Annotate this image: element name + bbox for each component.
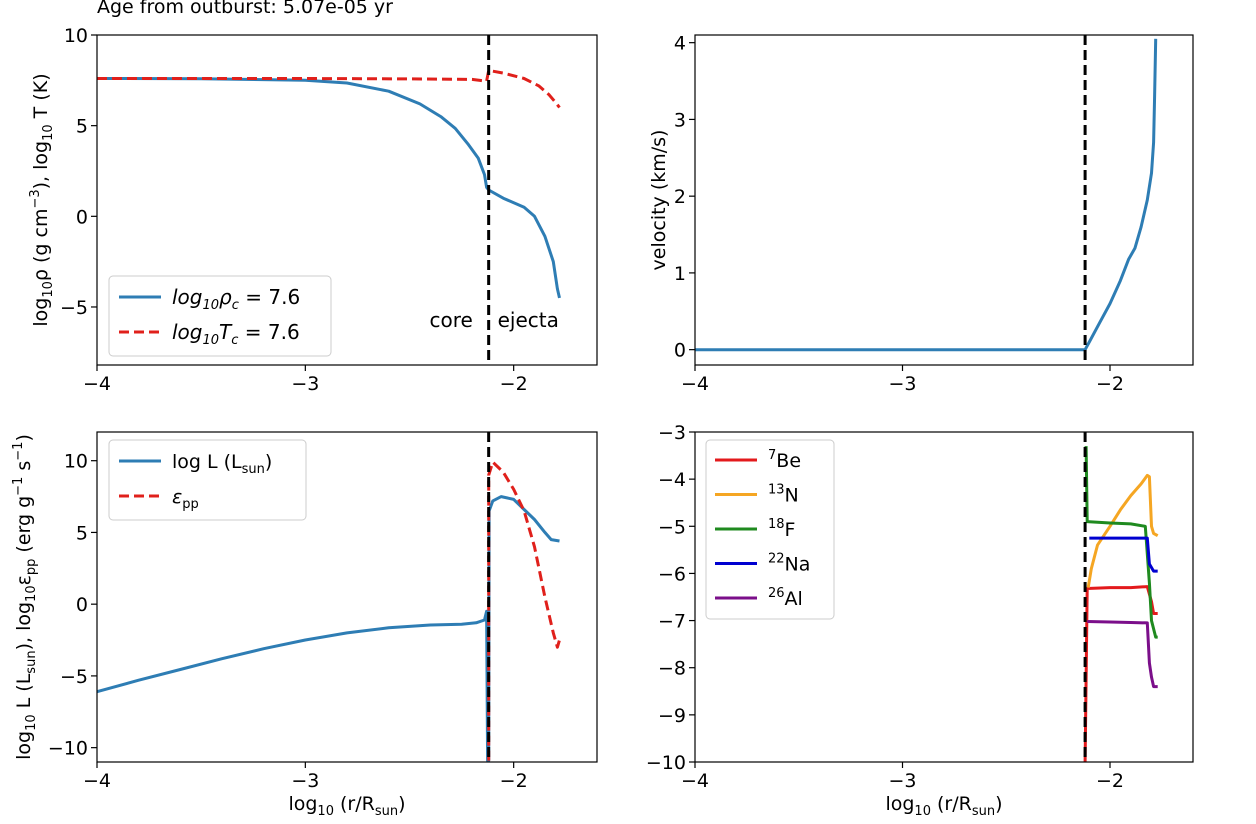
y-axis-label: velocity (km/s) bbox=[648, 130, 670, 271]
legend-label: log10Tc = 7.6 bbox=[172, 320, 300, 348]
legend-label: 22Na bbox=[768, 552, 810, 576]
x-tick-label: −2 bbox=[1096, 373, 1124, 395]
y-tick-label: 5 bbox=[76, 116, 88, 138]
axes-frame bbox=[96, 34, 598, 366]
legend-label: 18F bbox=[768, 517, 795, 541]
chart-isotopes: −4 −3 −2 −3 −4 −5 −6 −7 −8 −9 −10 log10 (r/Rsun) 7Be… bbox=[646, 422, 1194, 819]
x-tick-label: −4 bbox=[83, 373, 111, 395]
series-line-isotopes-1 bbox=[1086, 473, 1159, 588]
chart-velocity: −4 −3 −2 0 1 2 3 4 velocity (km/s) bbox=[648, 33, 1194, 395]
y-tick-label: 5 bbox=[76, 522, 88, 544]
axes-frame bbox=[694, 431, 1194, 763]
legend-label: log10ρc = 7.6 bbox=[172, 285, 300, 313]
x-tick-label: −4 bbox=[681, 373, 709, 395]
axes-frame bbox=[96, 431, 598, 763]
y-tick-label: −3 bbox=[658, 422, 686, 444]
y-axis-label: log10 L (Lsun), log10εpp (erg g−1 s−1) bbox=[11, 434, 39, 760]
chart-density-temperature: −4 −3 −2 10 5 0 −5 core ejecta log10ρ (g cm−3), l… bbox=[28, 25, 598, 395]
axes-frame bbox=[694, 34, 1194, 366]
x-tick-label: −3 bbox=[291, 373, 319, 395]
series-line-isotopes-4 bbox=[1087, 620, 1158, 689]
series-line-isotopes-0 bbox=[1083, 585, 1158, 762]
legend-label: 26Al bbox=[768, 586, 803, 610]
series-line-density-temperature-0 bbox=[97, 77, 561, 299]
series-line-density-temperature-1 bbox=[97, 68, 561, 109]
x-tick-label: −3 bbox=[888, 373, 916, 395]
series-line-isotopes-2 bbox=[1084, 446, 1158, 639]
y-tick-label: 4 bbox=[674, 33, 686, 55]
y-tick-label: −8 bbox=[658, 658, 686, 680]
y-tick-label: −4 bbox=[658, 469, 686, 491]
x-tick-label: −3 bbox=[291, 770, 319, 792]
y-tick-label: 2 bbox=[674, 186, 686, 208]
figure-title: Age from outburst: 5.07e-05 yr bbox=[97, 0, 393, 18]
y-tick-label: 3 bbox=[674, 109, 686, 131]
y-tick-label: −7 bbox=[658, 611, 686, 633]
chart-luminosity-energy: −4 −3 −2 10 5 0 −5 −10 log10 L (Lsun), log10εpp … bbox=[11, 431, 598, 819]
x-tick-label: −2 bbox=[500, 770, 528, 792]
legend-box bbox=[108, 275, 332, 357]
x-tick-label: −4 bbox=[83, 770, 111, 792]
series-line-velocity-0 bbox=[695, 38, 1158, 352]
y-tick-label: −5 bbox=[60, 297, 88, 319]
x-tick-label: −2 bbox=[1096, 770, 1124, 792]
annotation-core: core bbox=[430, 308, 473, 332]
y-axis-label: log10ρ (g cm−3), log10 T (K) bbox=[28, 73, 56, 326]
y-tick-label: 1 bbox=[674, 263, 686, 285]
y-tick-label: −10 bbox=[646, 752, 686, 774]
y-tick-label: 0 bbox=[76, 206, 88, 228]
y-tick-label: −10 bbox=[48, 738, 88, 760]
y-tick-label: 0 bbox=[674, 340, 686, 362]
y-tick-label: −5 bbox=[60, 666, 88, 688]
x-axis-label: log10 (r/Rsun) bbox=[288, 793, 405, 819]
x-tick-label: −2 bbox=[500, 373, 528, 395]
series-line-luminosity-energy-0 bbox=[97, 495, 560, 762]
y-tick-label: 10 bbox=[64, 25, 88, 47]
x-tick-label: −3 bbox=[888, 770, 916, 792]
legend-label: 13N bbox=[768, 483, 799, 507]
legend-box bbox=[705, 439, 835, 620]
y-tick-label: 0 bbox=[76, 594, 88, 616]
series-line-luminosity-energy-1 bbox=[487, 460, 561, 761]
y-tick-label: −5 bbox=[658, 516, 686, 538]
legend-label: εpp bbox=[172, 486, 199, 512]
x-tick-label: −4 bbox=[681, 770, 709, 792]
x-axis-label: log10 (r/Rsun) bbox=[885, 793, 1002, 819]
legend-label: log L (Lsun) bbox=[172, 451, 272, 477]
series-line-isotopes-3 bbox=[1089, 536, 1158, 573]
legend-label: 7Be bbox=[768, 448, 801, 472]
y-tick-label: −9 bbox=[658, 705, 686, 727]
y-tick-label: 10 bbox=[64, 451, 88, 473]
annotation-ejecta: ejecta bbox=[498, 308, 559, 332]
y-tick-label: −6 bbox=[658, 563, 686, 585]
